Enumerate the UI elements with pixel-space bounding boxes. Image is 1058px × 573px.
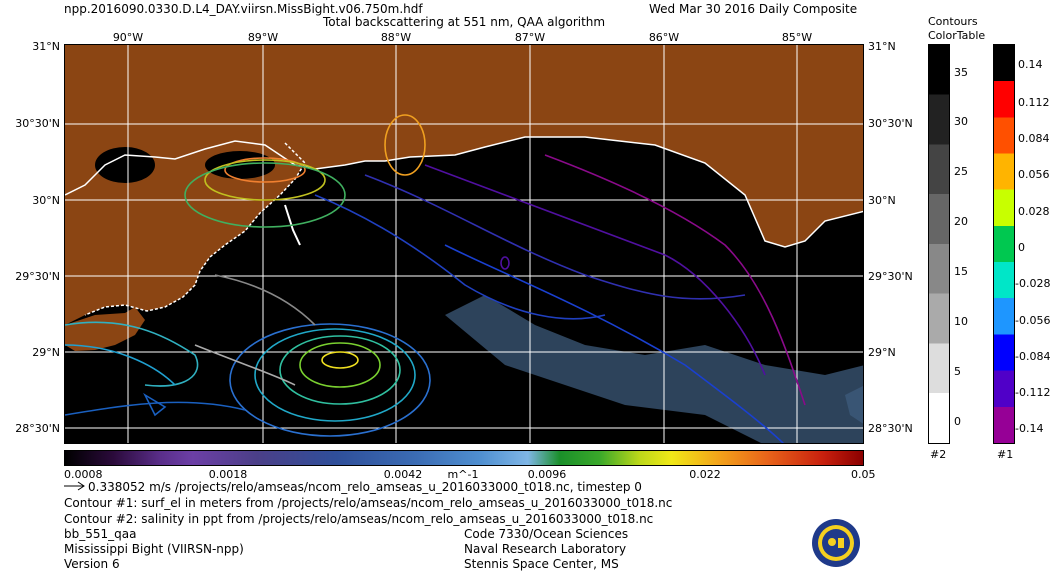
map-panel [64,44,864,444]
org-code: Code 7330/Ocean Sciences [464,527,629,541]
colortable-heading: ColorTable [928,29,986,42]
colorbar [64,450,864,466]
land-mass [65,307,145,351]
contours-heading: Contours [928,15,978,28]
lat-label: 29°N [868,346,896,359]
org-lab: Naval Research Laboratory [464,542,627,556]
lat-label: 29°30'N [868,270,913,283]
colorbar-unit: m^-1 [447,468,479,481]
vector-scale: 0.338052 m/s /projects/relo/amseas/ncom_… [88,480,642,494]
product-name: bb_551_qaa [64,527,137,541]
salinity-colortable [928,44,950,444]
colortable-label: #1 [997,448,1014,461]
land-mass [65,141,305,325]
lon-label: 89°W [247,31,279,44]
nrl-seal-logo [812,519,860,567]
lon-label: 85°W [781,31,813,44]
colortable-tick: 0.112 [1018,96,1050,109]
vector-arrow-icon [64,481,85,491]
colortable-tick: 0.056 [1018,168,1050,181]
composite-date: Wed Mar 30 2016 Daily Composite [649,2,858,16]
lat-label: 28°30'N [868,422,913,435]
lat-label: 31°N [32,40,60,53]
colortable-tick: 10 [954,315,968,328]
lat-label: 31°N [868,40,896,53]
coastline [84,142,306,316]
colortable-tick: 25 [954,165,968,178]
colortable-tick: 0 [1018,241,1025,254]
region-name: Mississippi Bight (VIIRSN-npp) [64,542,244,556]
lat-label: 30°N [32,194,60,207]
colorbar-tick: 0.0042 [383,468,423,481]
lon-label: 87°W [514,31,546,44]
lon-label: 90°W [112,31,144,44]
org-location: Stennis Space Center, MS [464,557,619,571]
colorbar-tick: 0.022 [689,468,721,481]
lat-label: 30°N [868,194,896,207]
lat-label: 29°30'N [15,270,60,283]
coastline [65,136,863,248]
surf-el-colortable [993,44,1015,444]
colortable-tick: 0.084 [1018,132,1050,145]
colortable-tick: 15 [954,265,968,278]
contour2-info: Contour #2: salinity in ppt from /projec… [64,512,654,526]
data-patch [445,295,863,443]
lat-label: 29°N [32,346,60,359]
file-name: npp.2016090.0330.D.L4_DAY.viirsn.MissBig… [64,2,423,16]
version: Version 6 [64,557,120,571]
colorbar-tick: 0.0096 [527,468,567,481]
lat-label: 30°30'N [15,117,60,130]
colorbar-tick: 0.0018 [208,468,248,481]
colortable-tick: 0.028 [1018,205,1050,218]
colortable-tick: 30 [954,115,968,128]
colortable-tick: 35 [954,66,968,79]
lon-label: 86°W [648,31,680,44]
colortable-tick: -0.028 [1015,277,1051,290]
island [284,204,301,246]
contour1-info: Contour #1: surf_el in meters from /proj… [64,496,673,510]
colorbar-tick: 0.05 [851,468,876,481]
colortable-tick: 5 [954,365,961,378]
data-patch [845,386,863,424]
colortable-tick: 20 [954,215,968,228]
colortable-label: #2 [930,448,947,461]
contour-lines [65,114,806,443]
graticule [65,45,863,443]
colortable-tick: -0.084 [1015,350,1051,363]
lon-label: 88°W [380,31,412,44]
colortable-tick: -0.14 [1015,422,1044,435]
colorbar-tick: 0.0008 [64,468,103,481]
lat-label: 30°30'N [868,117,913,130]
colortable-tick: 0.14 [1018,58,1043,71]
colortable-tick: 0 [954,415,961,428]
colortable-tick: -0.112 [1015,386,1051,399]
lat-label: 28°30'N [15,422,60,435]
colortable-tick: -0.056 [1015,314,1051,327]
chart-title: Total backscattering at 551 nm, QAA algo… [323,15,606,29]
